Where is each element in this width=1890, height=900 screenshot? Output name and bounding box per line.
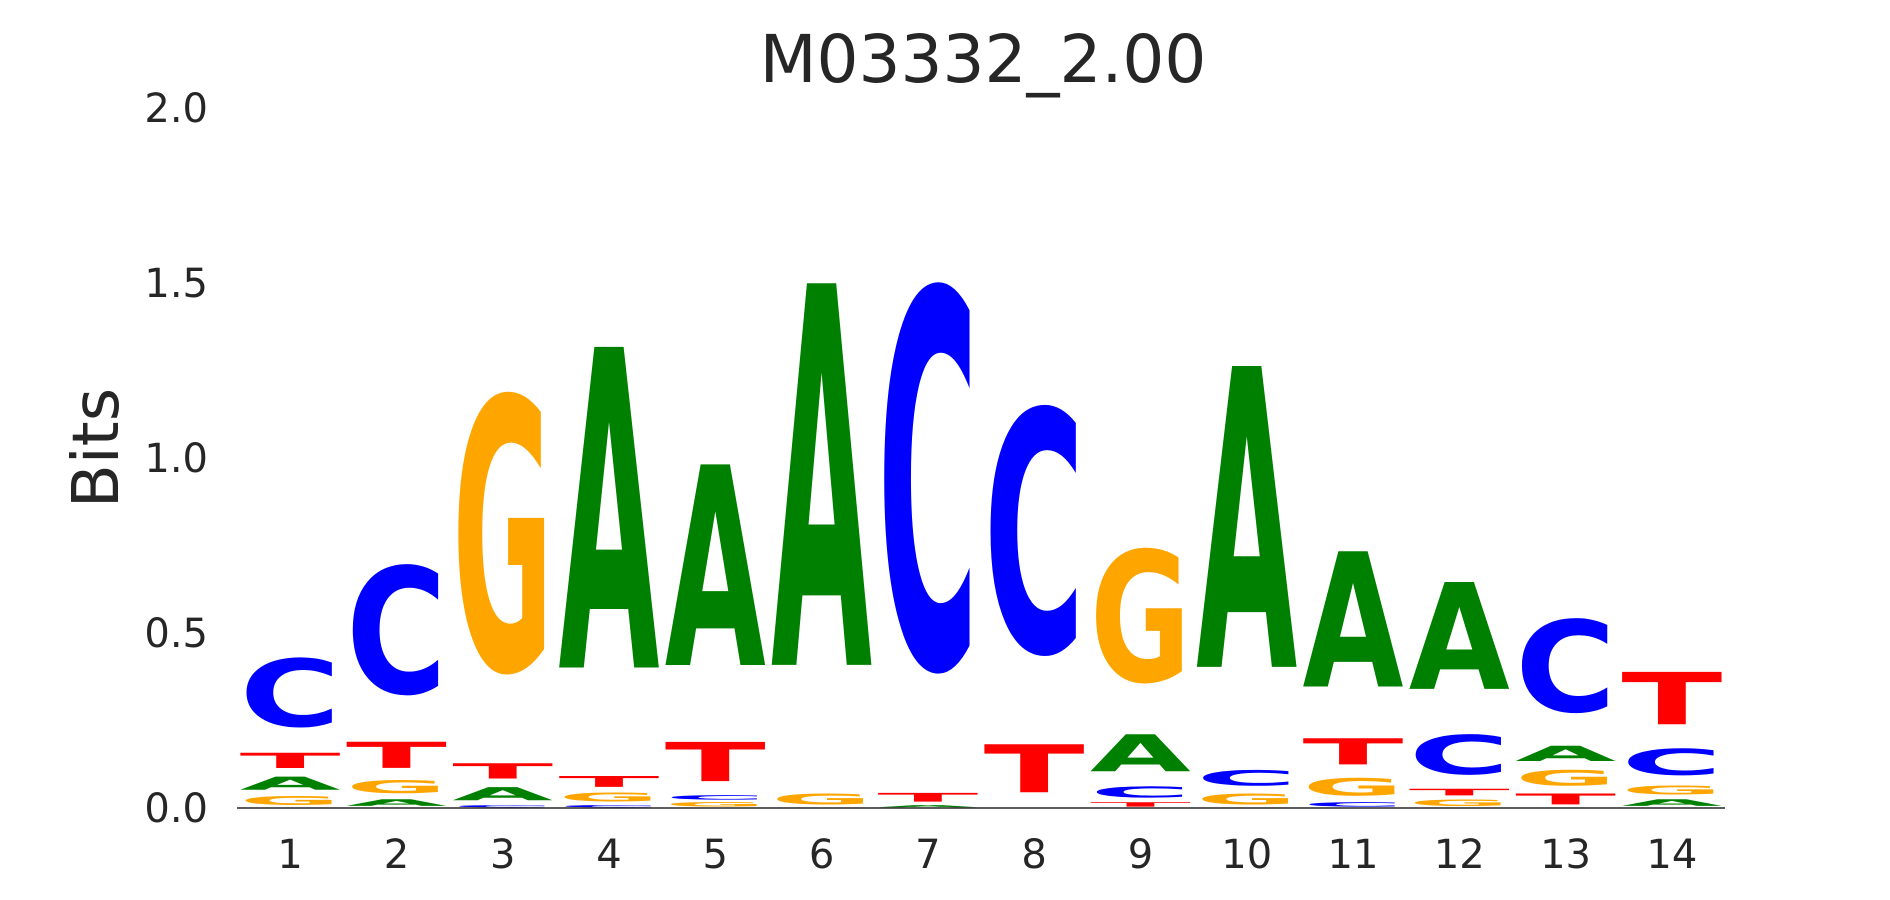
y-axis-label: Bits	[60, 388, 134, 508]
logo-letter-C: C	[1515, 596, 1616, 742]
x-tick-label: 9	[1128, 832, 1153, 878]
logo-letter-G: G	[665, 801, 766, 808]
logo-letter-C: C	[346, 532, 447, 734]
logo-letter-A: A	[1409, 553, 1510, 724]
logo-letter-A: A	[665, 409, 766, 730]
logo-stack-position-8: TC	[984, 343, 1085, 808]
x-tick-label: 11	[1328, 832, 1379, 878]
logo-letter-T: T	[1303, 731, 1404, 773]
logo-letter-A: A	[346, 797, 448, 807]
x-tick-label: 2	[384, 832, 409, 878]
logo-letter-A: A	[771, 179, 873, 788]
logo-letter-C: C	[452, 805, 553, 808]
x-tick-label: 7	[915, 832, 940, 878]
logo-letter-C: C	[877, 188, 978, 789]
x-tick-label: 8	[1021, 832, 1046, 878]
logo-letter-T: T	[1515, 790, 1616, 807]
logo-letter-G: G	[1303, 773, 1404, 801]
x-tick-label: 1	[277, 832, 302, 878]
logo-letter-A: A	[1515, 742, 1616, 766]
logo-letter-G: G	[771, 791, 872, 808]
logo-letter-G: G	[1090, 515, 1191, 724]
logo-letter-T: T	[1090, 801, 1191, 808]
logo-letter-A: A	[877, 804, 978, 808]
x-tick-label: 5	[703, 832, 728, 878]
logo-letter-G: G	[1515, 766, 1616, 790]
logo-letter-A: A	[240, 773, 341, 794]
y-tick-label: 0.0	[144, 786, 208, 832]
logo-letter-A: A	[559, 261, 661, 772]
logo-letter-G: G	[1196, 791, 1297, 808]
y-axis-ticks: 0.0 0.5 1.0 1.5 2.0	[144, 86, 208, 832]
logo-letter-A: A	[1090, 725, 1191, 784]
logo-letter-A: A	[1303, 514, 1404, 730]
logo-letter-C: C	[1303, 801, 1404, 808]
logo-letter-T: T	[1621, 658, 1722, 741]
logo-letter-T: T	[559, 773, 660, 790]
logo-letter-T: T	[984, 732, 1085, 808]
logo-letter-C: C	[665, 794, 766, 801]
x-tick-label: 12	[1434, 832, 1485, 878]
logo-stack-position-7: ATC	[877, 188, 978, 808]
logo-letter-C: C	[559, 805, 660, 808]
logo-letter-G: G	[452, 323, 553, 758]
logo-letter-C: C	[1621, 742, 1722, 784]
logo-letter-A: A	[1196, 285, 1298, 765]
logo-letter-T: T	[877, 791, 978, 805]
logo-letter-G: G	[559, 791, 660, 805]
logo-stack-position-10: GCA	[1196, 285, 1298, 808]
y-tick-label: 0.5	[144, 611, 208, 657]
logo-letter-A: A	[452, 784, 553, 805]
logo-letter-T: T	[346, 735, 447, 777]
logo-letter-G: G	[240, 794, 341, 808]
logo-letter-T: T	[240, 749, 341, 773]
logo-letter-G: G	[346, 776, 447, 797]
x-tick-label: 3	[490, 832, 515, 878]
logo-letter-T: T	[452, 759, 553, 783]
y-tick-label: 1.5	[144, 261, 208, 307]
logo-letter-C: C	[984, 343, 1085, 730]
y-tick-label: 1.0	[144, 436, 208, 482]
x-tick-label: 13	[1540, 832, 1591, 878]
logo-letter-C: C	[1409, 724, 1510, 787]
x-tick-label: 10	[1221, 832, 1272, 878]
x-axis-ticks: 1 2 3 4 5 6 7 8 9 10 11 12 13 14	[277, 832, 1697, 878]
logo-letter-A: A	[1621, 797, 1723, 807]
x-tick-label: 4	[596, 832, 621, 878]
logo-stack-position-6: GA	[771, 179, 873, 808]
logo-letter-G: G	[1409, 798, 1510, 808]
x-tick-label: 6	[809, 832, 834, 878]
logo-letter-C: C	[1090, 784, 1191, 801]
y-tick-label: 2.0	[144, 86, 208, 132]
logo-letter-T: T	[1409, 787, 1510, 797]
logo-letter-G: G	[1621, 784, 1722, 798]
logo-letter-C: C	[1196, 766, 1297, 790]
logo-letter-C: C	[240, 640, 341, 748]
logo-letter-T: T	[665, 732, 766, 794]
chart-title: M03332_2.00	[760, 21, 1207, 98]
x-tick-label: 14	[1646, 832, 1697, 878]
